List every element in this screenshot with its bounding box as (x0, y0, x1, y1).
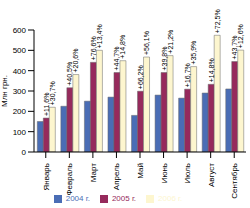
svg-text:+16,7%: +16,7% (184, 63, 191, 87)
html-text:2005 г.: 2005 г. (111, 194, 137, 203)
svg-text:Млн грн.: Млн грн. (8, 75, 9, 107)
svg-text:+72,5%: +72,5% (214, 9, 221, 33)
svg-text:500: 500 (13, 46, 27, 55)
svg-text:300: 300 (13, 87, 27, 96)
html-text:2004 г.: 2004 г. (65, 194, 90, 203)
svg-text:Январь: Январь (42, 163, 51, 190)
svg-text:Март: Март (89, 163, 98, 182)
svg-text:Июль: Июль (183, 163, 192, 183)
html-text:2006 г.: 2006 г. (158, 194, 183, 203)
svg-text:Июнь: Июнь (160, 163, 169, 183)
svg-text:+13,4%: +13,4% (96, 24, 103, 48)
svg-text:+44,7%: +44,7% (113, 46, 121, 71)
svg-text:+11,6%: +11,6% (42, 92, 50, 116)
svg-text:+35,9%: +35,9% (190, 41, 197, 65)
svg-text:Май: Май (136, 163, 145, 179)
svg-text:400: 400 (13, 67, 27, 76)
svg-text:Август: Август (207, 163, 216, 187)
svg-text:+12,6%: +12,6% (237, 24, 242, 48)
svg-text:+43,7%: +43,7% (231, 35, 239, 60)
svg-text:+40,5%: +40,5% (66, 61, 74, 86)
svg-text:+30,7%: +30,7% (49, 81, 56, 105)
svg-text:+14,8%: +14,8% (119, 35, 126, 59)
svg-text:+20,6%: +20,6% (72, 49, 79, 73)
svg-text:Февраль: Февраль (65, 163, 74, 196)
svg-text:100: 100 (13, 128, 27, 137)
svg-text:+39,8%: +39,8% (160, 46, 168, 71)
svg-text:600: 600 (13, 26, 27, 35)
svg-text:+14,8%: +14,8% (208, 58, 215, 82)
svg-text:+21,2%: +21,2% (167, 30, 174, 54)
svg-text:0: 0 (22, 148, 27, 157)
svg-text:+66,2%: +66,2% (137, 65, 144, 89)
svg-text:+56,1%: +56,1% (143, 31, 150, 55)
svg-text:Сентябрь: Сентябрь (230, 163, 239, 199)
svg-text:+76,6%: +76,6% (89, 36, 97, 61)
svg-text:200: 200 (13, 107, 27, 116)
svg-text:Апрель: Апрель (112, 163, 121, 190)
